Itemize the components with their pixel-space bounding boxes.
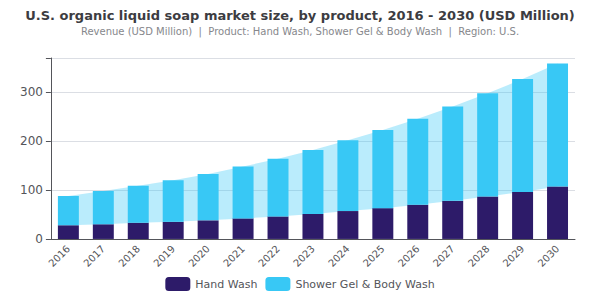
svg-text:2028: 2028 [466,243,492,269]
svg-text:2016: 2016 [47,243,73,269]
svg-text:2030: 2030 [536,243,562,269]
svg-text:100: 100 [20,183,43,197]
svg-text:Hand Wash: Hand Wash [195,278,257,291]
svg-text:Revenue (USD Million) | Prod: Revenue (USD Million) | Product: Hand Wa… [81,26,519,38]
svg-text:2019: 2019 [151,243,177,269]
svg-text:U.S. organic liquid soap marke: U.S. organic liquid soap market size, by… [25,8,575,23]
svg-text:2018: 2018 [116,243,142,269]
svg-text:2021: 2021 [221,243,247,269]
svg-text:2020: 2020 [186,243,212,269]
svg-text:2022: 2022 [256,243,282,269]
svg-text:200: 200 [20,134,43,148]
svg-text:2025: 2025 [361,243,387,269]
svg-text:300: 300 [20,85,43,99]
svg-text:0: 0 [35,232,43,246]
svg-text:2017: 2017 [81,243,107,269]
svg-text:Shower Gel & Body Wash: Shower Gel & Body Wash [295,278,434,291]
svg-text:2027: 2027 [431,243,457,269]
svg-text:2024: 2024 [326,243,352,269]
svg-text:2029: 2029 [501,243,527,269]
svg-text:2023: 2023 [291,243,317,269]
svg-text:2026: 2026 [396,243,422,269]
